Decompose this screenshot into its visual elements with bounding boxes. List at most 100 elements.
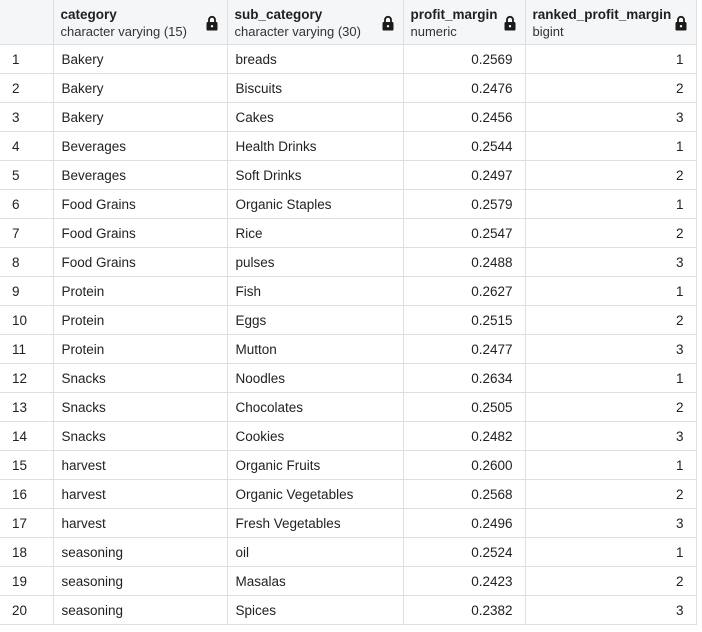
- cell-category[interactable]: Bakery: [52, 73, 228, 103]
- cell-sub-category[interactable]: Fish: [226, 276, 404, 306]
- cell-sub-category[interactable]: Cakes: [226, 102, 404, 132]
- cell-sub-category[interactable]: breads: [226, 44, 404, 74]
- row-number[interactable]: 8: [0, 247, 54, 277]
- table-row[interactable]: 1 Bakery breads 0.2569 1: [0, 44, 697, 74]
- cell-ranked-profit-margin[interactable]: 1: [524, 363, 697, 393]
- cell-sub-category[interactable]: Chocolates: [226, 392, 404, 422]
- cell-category[interactable]: Protein: [52, 276, 228, 306]
- cell-ranked-profit-margin[interactable]: 2: [524, 160, 697, 190]
- row-number[interactable]: 5: [0, 160, 54, 190]
- table-row[interactable]: 8 Food Grains pulses 0.2488 3: [0, 247, 697, 277]
- cell-category[interactable]: Protein: [52, 305, 228, 335]
- row-number[interactable]: 13: [0, 392, 54, 422]
- row-number[interactable]: 16: [0, 479, 54, 509]
- row-number[interactable]: 18: [0, 537, 54, 567]
- cell-category[interactable]: Beverages: [52, 160, 228, 190]
- cell-sub-category[interactable]: Biscuits: [226, 73, 404, 103]
- cell-category[interactable]: harvest: [52, 479, 228, 509]
- table-row[interactable]: 16 harvest Organic Vegetables 0.2568 2: [0, 479, 697, 509]
- cell-ranked-profit-margin[interactable]: 2: [524, 566, 697, 596]
- table-row[interactable]: 6 Food Grains Organic Staples 0.2579 1: [0, 189, 697, 219]
- table-row[interactable]: 10 Protein Eggs 0.2515 2: [0, 305, 697, 335]
- cell-sub-category[interactable]: pulses: [226, 247, 404, 277]
- cell-ranked-profit-margin[interactable]: 1: [524, 44, 697, 74]
- cell-category[interactable]: Food Grains: [52, 189, 228, 219]
- cell-category[interactable]: Beverages: [52, 131, 228, 161]
- table-row[interactable]: 12 Snacks Noodles 0.2634 1: [0, 363, 697, 393]
- column-header-category[interactable]: category character varying (15): [52, 0, 228, 45]
- row-number[interactable]: 3: [0, 102, 54, 132]
- row-number[interactable]: 11: [0, 334, 54, 364]
- cell-ranked-profit-margin[interactable]: 1: [524, 537, 697, 567]
- table-row[interactable]: 17 harvest Fresh Vegetables 0.2496 3: [0, 508, 697, 538]
- row-number[interactable]: 19: [0, 566, 54, 596]
- cell-ranked-profit-margin[interactable]: 2: [524, 392, 697, 422]
- cell-sub-category[interactable]: Noodles: [226, 363, 404, 393]
- cell-sub-category[interactable]: Mutton: [226, 334, 404, 364]
- cell-category[interactable]: harvest: [52, 508, 228, 538]
- cell-profit-margin[interactable]: 0.2456: [402, 102, 526, 132]
- column-header-profit-margin[interactable]: profit_margin numeric: [402, 0, 526, 45]
- cell-category[interactable]: seasoning: [52, 595, 228, 625]
- cell-ranked-profit-margin[interactable]: 2: [524, 73, 697, 103]
- cell-sub-category[interactable]: Organic Vegetables: [226, 479, 404, 509]
- cell-sub-category[interactable]: Health Drinks: [226, 131, 404, 161]
- cell-category[interactable]: Food Grains: [52, 218, 228, 248]
- row-number[interactable]: 12: [0, 363, 54, 393]
- cell-category[interactable]: Food Grains: [52, 247, 228, 277]
- cell-profit-margin[interactable]: 0.2544: [402, 131, 526, 161]
- cell-ranked-profit-margin[interactable]: 3: [524, 247, 697, 277]
- row-number-header[interactable]: [0, 0, 54, 45]
- cell-profit-margin[interactable]: 0.2476: [402, 73, 526, 103]
- cell-profit-margin[interactable]: 0.2496: [402, 508, 526, 538]
- table-row[interactable]: 20 seasoning Spices 0.2382 3: [0, 595, 697, 625]
- cell-profit-margin[interactable]: 0.2568: [402, 479, 526, 509]
- cell-category[interactable]: Snacks: [52, 363, 228, 393]
- cell-profit-margin[interactable]: 0.2547: [402, 218, 526, 248]
- table-row[interactable]: 3 Bakery Cakes 0.2456 3: [0, 102, 697, 132]
- cell-sub-category[interactable]: Spices: [226, 595, 404, 625]
- row-number[interactable]: 14: [0, 421, 54, 451]
- cell-profit-margin[interactable]: 0.2524: [402, 537, 526, 567]
- cell-ranked-profit-margin[interactable]: 3: [524, 508, 697, 538]
- table-row[interactable]: 18 seasoning oil 0.2524 1: [0, 537, 697, 567]
- cell-profit-margin[interactable]: 0.2515: [402, 305, 526, 335]
- cell-ranked-profit-margin[interactable]: 3: [524, 421, 697, 451]
- cell-ranked-profit-margin[interactable]: 2: [524, 479, 697, 509]
- cell-category[interactable]: Snacks: [52, 421, 228, 451]
- cell-category[interactable]: Bakery: [52, 44, 228, 74]
- cell-sub-category[interactable]: Rice: [226, 218, 404, 248]
- table-row[interactable]: 9 Protein Fish 0.2627 1: [0, 276, 697, 306]
- cell-sub-category[interactable]: Eggs: [226, 305, 404, 335]
- cell-profit-margin[interactable]: 0.2634: [402, 363, 526, 393]
- cell-ranked-profit-margin[interactable]: 3: [524, 595, 697, 625]
- cell-ranked-profit-margin[interactable]: 1: [524, 189, 697, 219]
- cell-category[interactable]: seasoning: [52, 537, 228, 567]
- cell-sub-category[interactable]: Organic Staples: [226, 189, 404, 219]
- cell-profit-margin[interactable]: 0.2382: [402, 595, 526, 625]
- row-number[interactable]: 20: [0, 595, 54, 625]
- cell-category[interactable]: harvest: [52, 450, 228, 480]
- cell-sub-category[interactable]: Fresh Vegetables: [226, 508, 404, 538]
- cell-profit-margin[interactable]: 0.2423: [402, 566, 526, 596]
- row-number[interactable]: 2: [0, 73, 54, 103]
- cell-sub-category[interactable]: Soft Drinks: [226, 160, 404, 190]
- cell-profit-margin[interactable]: 0.2497: [402, 160, 526, 190]
- cell-ranked-profit-margin[interactable]: 1: [524, 131, 697, 161]
- table-row[interactable]: 2 Bakery Biscuits 0.2476 2: [0, 73, 697, 103]
- table-row[interactable]: 13 Snacks Chocolates 0.2505 2: [0, 392, 697, 422]
- cell-ranked-profit-margin[interactable]: 2: [524, 218, 697, 248]
- table-row[interactable]: 4 Beverages Health Drinks 0.2544 1: [0, 131, 697, 161]
- table-row[interactable]: 19 seasoning Masalas 0.2423 2: [0, 566, 697, 596]
- cell-profit-margin[interactable]: 0.2627: [402, 276, 526, 306]
- cell-profit-margin[interactable]: 0.2488: [402, 247, 526, 277]
- cell-category[interactable]: Protein: [52, 334, 228, 364]
- cell-sub-category[interactable]: Masalas: [226, 566, 404, 596]
- table-row[interactable]: 5 Beverages Soft Drinks 0.2497 2: [0, 160, 697, 190]
- row-number[interactable]: 7: [0, 218, 54, 248]
- cell-category[interactable]: Snacks: [52, 392, 228, 422]
- table-row[interactable]: 11 Protein Mutton 0.2477 3: [0, 334, 697, 364]
- cell-ranked-profit-margin[interactable]: 1: [524, 276, 697, 306]
- row-number[interactable]: 10: [0, 305, 54, 335]
- cell-profit-margin[interactable]: 0.2579: [402, 189, 526, 219]
